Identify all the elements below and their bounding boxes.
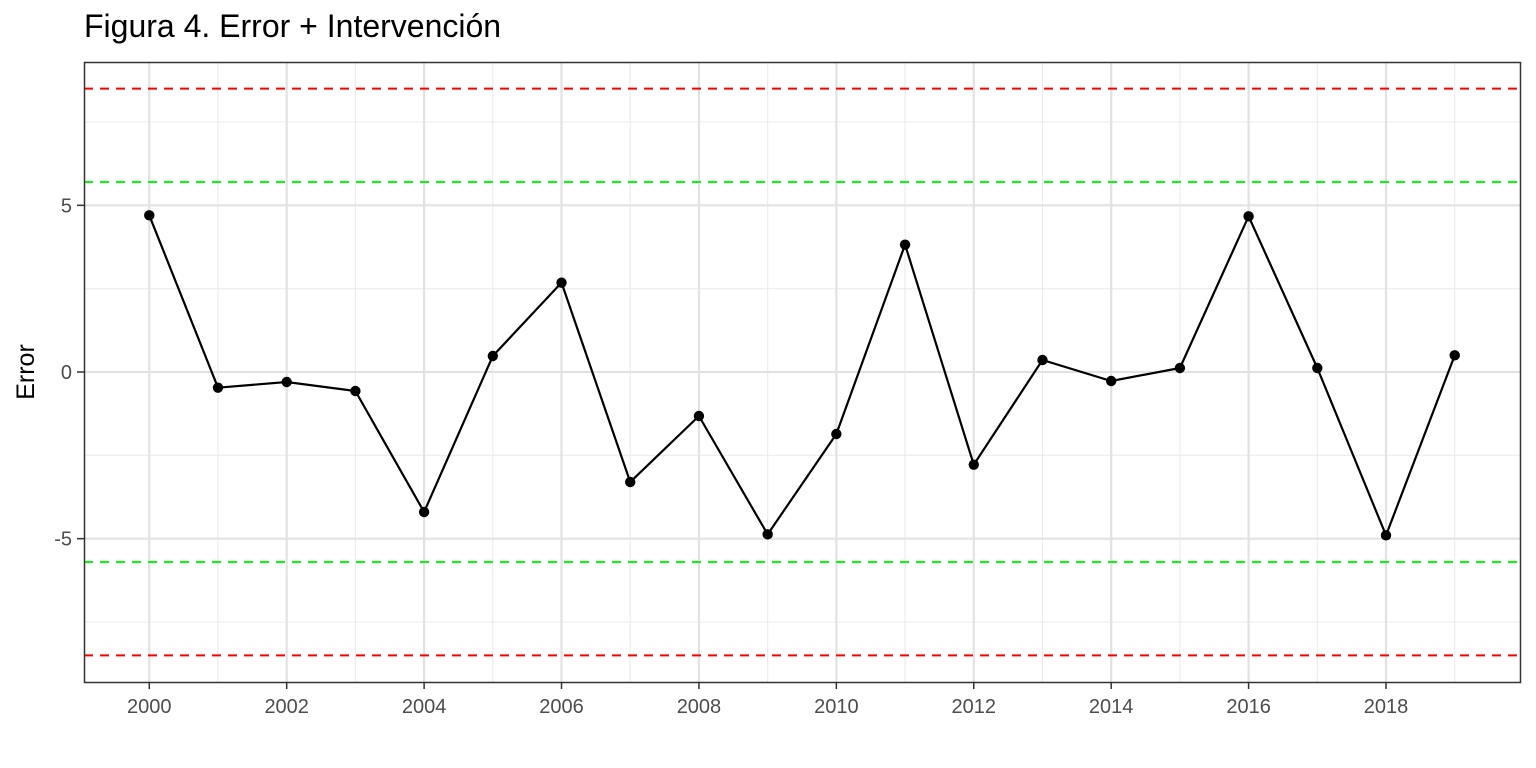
plot-panel-border	[83, 61, 1522, 684]
x-tick-label: 2014	[1089, 696, 1134, 718]
x-tick-label: 2002	[264, 696, 309, 718]
y-tick-label: 0	[61, 362, 72, 384]
x-tick-label: 2000	[127, 696, 172, 718]
data-point	[625, 476, 636, 488]
x-tick-label: 2010	[814, 696, 859, 718]
x-tick-label: 2018	[1364, 696, 1409, 718]
x-tick-label: 2004	[402, 696, 447, 718]
data-point	[968, 459, 979, 470]
data-point	[1174, 362, 1186, 374]
data-point	[762, 529, 773, 540]
data-point	[487, 350, 499, 362]
x-tick-label: 2016	[1226, 696, 1271, 718]
x-tick-label: 2006	[539, 696, 584, 718]
x-axis: 2000 2002 2004 2006 2008 2010 2012 2014 2016 2018	[127, 682, 1408, 718]
series-lines	[148, 214, 1456, 537]
data-point	[350, 385, 361, 397]
data-point	[1243, 211, 1254, 222]
data-point	[144, 210, 155, 221]
data-point	[1380, 530, 1392, 541]
data-point	[556, 277, 567, 288]
y-axis: -5 0 5	[54, 195, 84, 551]
data-point	[693, 410, 705, 422]
data-point	[831, 428, 842, 440]
data-point	[1037, 354, 1048, 366]
data-point	[1449, 350, 1460, 361]
grid-major	[84, 62, 1520, 682]
data-point	[281, 376, 292, 388]
series-points	[144, 210, 1460, 541]
data-point	[418, 506, 430, 518]
x-tick-label: 2012	[952, 696, 997, 718]
chart-title: Figura 4. Error + Intervención	[84, 8, 502, 44]
series-line	[148, 214, 1456, 537]
x-tick-label: 2008	[677, 696, 722, 718]
data-point	[1312, 362, 1323, 374]
data-point	[899, 239, 911, 250]
y-axis-title: Error	[12, 344, 40, 400]
data-point	[1105, 375, 1117, 387]
y-tick-label: 5	[61, 195, 72, 217]
y-tick-label: -5	[54, 529, 72, 551]
data-point	[212, 382, 224, 393]
